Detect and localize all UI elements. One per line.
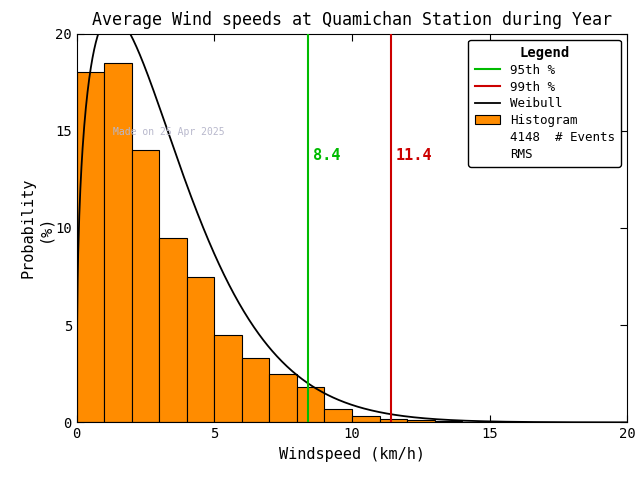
Bar: [462, 421, 490, 422]
Bar: [352, 416, 380, 422]
Text: 8.4: 8.4: [314, 148, 341, 163]
Title: Average Wind speeds at Quamichan Station during Year: Average Wind speeds at Quamichan Station…: [92, 11, 612, 29]
Bar: [380, 419, 407, 422]
Bar: [242, 358, 269, 422]
Bar: [214, 335, 242, 422]
Bar: [132, 150, 159, 422]
Text: Made on 25 Apr 2025: Made on 25 Apr 2025: [113, 127, 224, 137]
Bar: [104, 63, 132, 422]
Text: 11.4: 11.4: [396, 148, 433, 163]
Bar: [435, 421, 462, 422]
X-axis label: Windspeed (km/h): Windspeed (km/h): [279, 447, 425, 462]
Bar: [187, 276, 214, 422]
Bar: [324, 409, 352, 422]
Bar: [297, 387, 324, 422]
Bar: [77, 72, 104, 422]
Bar: [159, 238, 187, 422]
Bar: [407, 420, 435, 422]
Legend: 95th %, 99th %, Weibull, Histogram, 4148  # Events, RMS: 95th %, 99th %, Weibull, Histogram, 4148…: [468, 40, 621, 167]
Y-axis label: Probability
(%): Probability (%): [20, 178, 52, 278]
Bar: [269, 374, 297, 422]
